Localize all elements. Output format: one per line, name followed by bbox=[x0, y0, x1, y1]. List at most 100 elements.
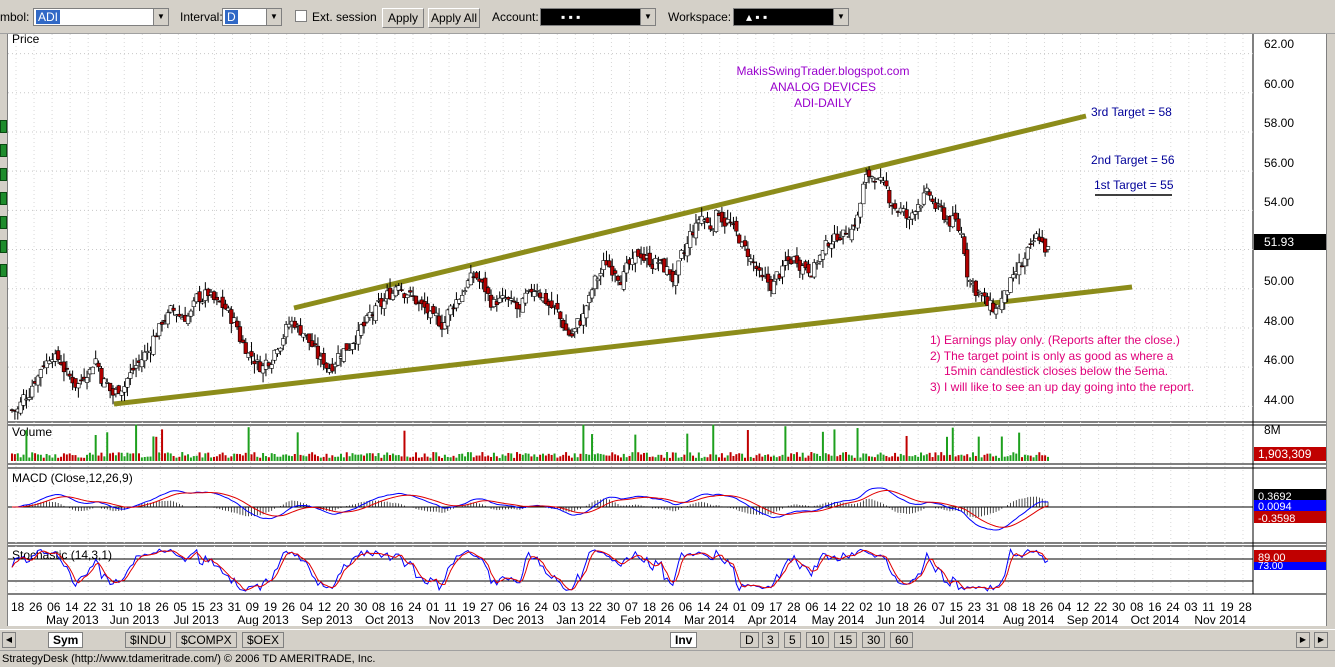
volume-bar bbox=[409, 457, 412, 461]
tab-interval-15[interactable]: 15 bbox=[834, 632, 858, 648]
volume-bar bbox=[793, 454, 796, 461]
volume-bar bbox=[839, 454, 842, 461]
account-combo[interactable]: ▪ ▪ ▪ ▼ bbox=[540, 8, 656, 26]
candle bbox=[249, 351, 254, 357]
volume-bar bbox=[415, 452, 418, 461]
tab-indu[interactable]: $INDU bbox=[125, 632, 172, 648]
volume-bar bbox=[810, 452, 813, 461]
chevron-down-icon[interactable]: ▼ bbox=[153, 9, 168, 25]
chart-canvas[interactable]: Price Volume MACD (Close,12,26,9) Stocha… bbox=[8, 34, 1327, 626]
date-day-tick: 08 bbox=[1130, 600, 1144, 614]
apply-all-button[interactable]: Apply All bbox=[428, 8, 480, 28]
tab-sym[interactable]: Sym bbox=[48, 632, 84, 648]
price-panel-title: Price bbox=[12, 34, 40, 46]
chevron-down-icon[interactable]: ▼ bbox=[833, 9, 848, 25]
volume-bar bbox=[963, 455, 966, 461]
tab-compx[interactable]: $COMPX bbox=[176, 632, 237, 648]
scroll-right-icon[interactable]: ▶ bbox=[1296, 632, 1310, 648]
candle bbox=[581, 313, 586, 326]
workspace-combo[interactable]: ▴ ▪ ▪ ▼ bbox=[733, 8, 849, 26]
tab-interval-5[interactable]: 5 bbox=[784, 632, 801, 648]
tab-inv[interactable]: Inv bbox=[670, 632, 698, 648]
volume-bar bbox=[940, 452, 943, 461]
ext-session-checkbox[interactable] bbox=[295, 10, 307, 22]
drawing-tool-icon[interactable] bbox=[0, 264, 7, 277]
drawing-tool-icon[interactable] bbox=[0, 216, 7, 229]
volume-bar bbox=[345, 452, 348, 461]
chart-tab-bar: ◀ Sym $INDU $COMPX $OEX Inv D 3 5 10 15 … bbox=[0, 629, 1335, 649]
candle bbox=[425, 303, 430, 314]
drawing-tool-icon[interactable] bbox=[0, 168, 7, 181]
volume-bar bbox=[296, 432, 299, 461]
tab-interval-30[interactable]: 30 bbox=[862, 632, 886, 648]
scroll-end-icon[interactable]: ▶ bbox=[1314, 632, 1328, 648]
candle bbox=[598, 273, 603, 277]
volume-bar bbox=[438, 456, 441, 461]
volume-bar bbox=[57, 457, 60, 461]
chevron-down-icon[interactable]: ▼ bbox=[640, 9, 655, 25]
right-scroll-strip[interactable] bbox=[1326, 34, 1335, 626]
candle bbox=[413, 295, 419, 305]
volume-bar bbox=[1038, 452, 1041, 461]
candle bbox=[451, 307, 456, 310]
volume-bar bbox=[971, 452, 974, 461]
volume-bar bbox=[25, 429, 28, 461]
tab-oex[interactable]: $OEX bbox=[242, 632, 285, 648]
candle bbox=[1031, 240, 1036, 243]
candle bbox=[835, 233, 840, 241]
volume-bar bbox=[207, 452, 210, 461]
volume-bar bbox=[637, 452, 640, 461]
candle bbox=[555, 302, 560, 310]
volume-bar bbox=[842, 452, 845, 461]
lower-trendline[interactable] bbox=[113, 284, 1133, 407]
candle bbox=[243, 342, 248, 354]
drawing-tool-icon[interactable] bbox=[0, 144, 7, 157]
stoch-k-value: 89.00 bbox=[1258, 552, 1286, 564]
chart-area[interactable]: Price Volume MACD (Close,12,26,9) Stocha… bbox=[8, 34, 1327, 626]
tab-interval-10[interactable]: 10 bbox=[806, 632, 830, 648]
chevron-down-icon[interactable]: ▼ bbox=[266, 9, 281, 25]
symbol-combo[interactable]: ADI ▼ bbox=[33, 8, 169, 26]
volume-bar bbox=[521, 454, 524, 461]
volume-bar bbox=[824, 453, 827, 461]
candle bbox=[142, 351, 147, 362]
volume-bar bbox=[22, 454, 25, 461]
upper-trendline[interactable] bbox=[293, 113, 1087, 311]
volume-bar bbox=[446, 456, 449, 461]
candle bbox=[806, 263, 811, 274]
candle bbox=[500, 295, 505, 299]
interval-combo[interactable]: D ▼ bbox=[222, 8, 282, 26]
drawing-tool-icon[interactable] bbox=[0, 120, 7, 133]
volume-bar bbox=[743, 457, 746, 461]
volume-bar bbox=[337, 456, 340, 461]
volume-bar bbox=[322, 456, 325, 461]
tab-interval-d[interactable]: D bbox=[740, 632, 759, 648]
candle bbox=[281, 338, 286, 346]
volume-bar bbox=[187, 454, 190, 461]
scroll-left-icon[interactable]: ◀ bbox=[2, 632, 16, 648]
volume-bar bbox=[273, 454, 276, 461]
volume-bar bbox=[862, 453, 865, 461]
apply-button[interactable]: Apply bbox=[382, 8, 424, 28]
date-day-tick: 30 bbox=[607, 600, 621, 614]
tab-interval-60[interactable]: 60 bbox=[890, 632, 914, 648]
volume-bar bbox=[876, 454, 879, 461]
volume-bar bbox=[34, 453, 37, 461]
volume-bar bbox=[790, 453, 793, 461]
candle bbox=[90, 366, 95, 375]
volume-bar bbox=[365, 453, 368, 461]
volume-bar bbox=[553, 453, 556, 461]
drawing-tool-icon[interactable] bbox=[0, 192, 7, 205]
candle bbox=[523, 292, 528, 304]
candle bbox=[878, 177, 883, 181]
volume-bar bbox=[126, 452, 129, 461]
candle bbox=[445, 309, 450, 327]
volume-bar bbox=[850, 455, 853, 461]
volume-bar bbox=[1015, 453, 1018, 461]
drawing-tool-icon[interactable] bbox=[0, 240, 7, 253]
volume-bar bbox=[103, 456, 106, 461]
volume-bar bbox=[689, 452, 692, 461]
tab-interval-3[interactable]: 3 bbox=[762, 632, 779, 648]
candle bbox=[973, 280, 978, 296]
